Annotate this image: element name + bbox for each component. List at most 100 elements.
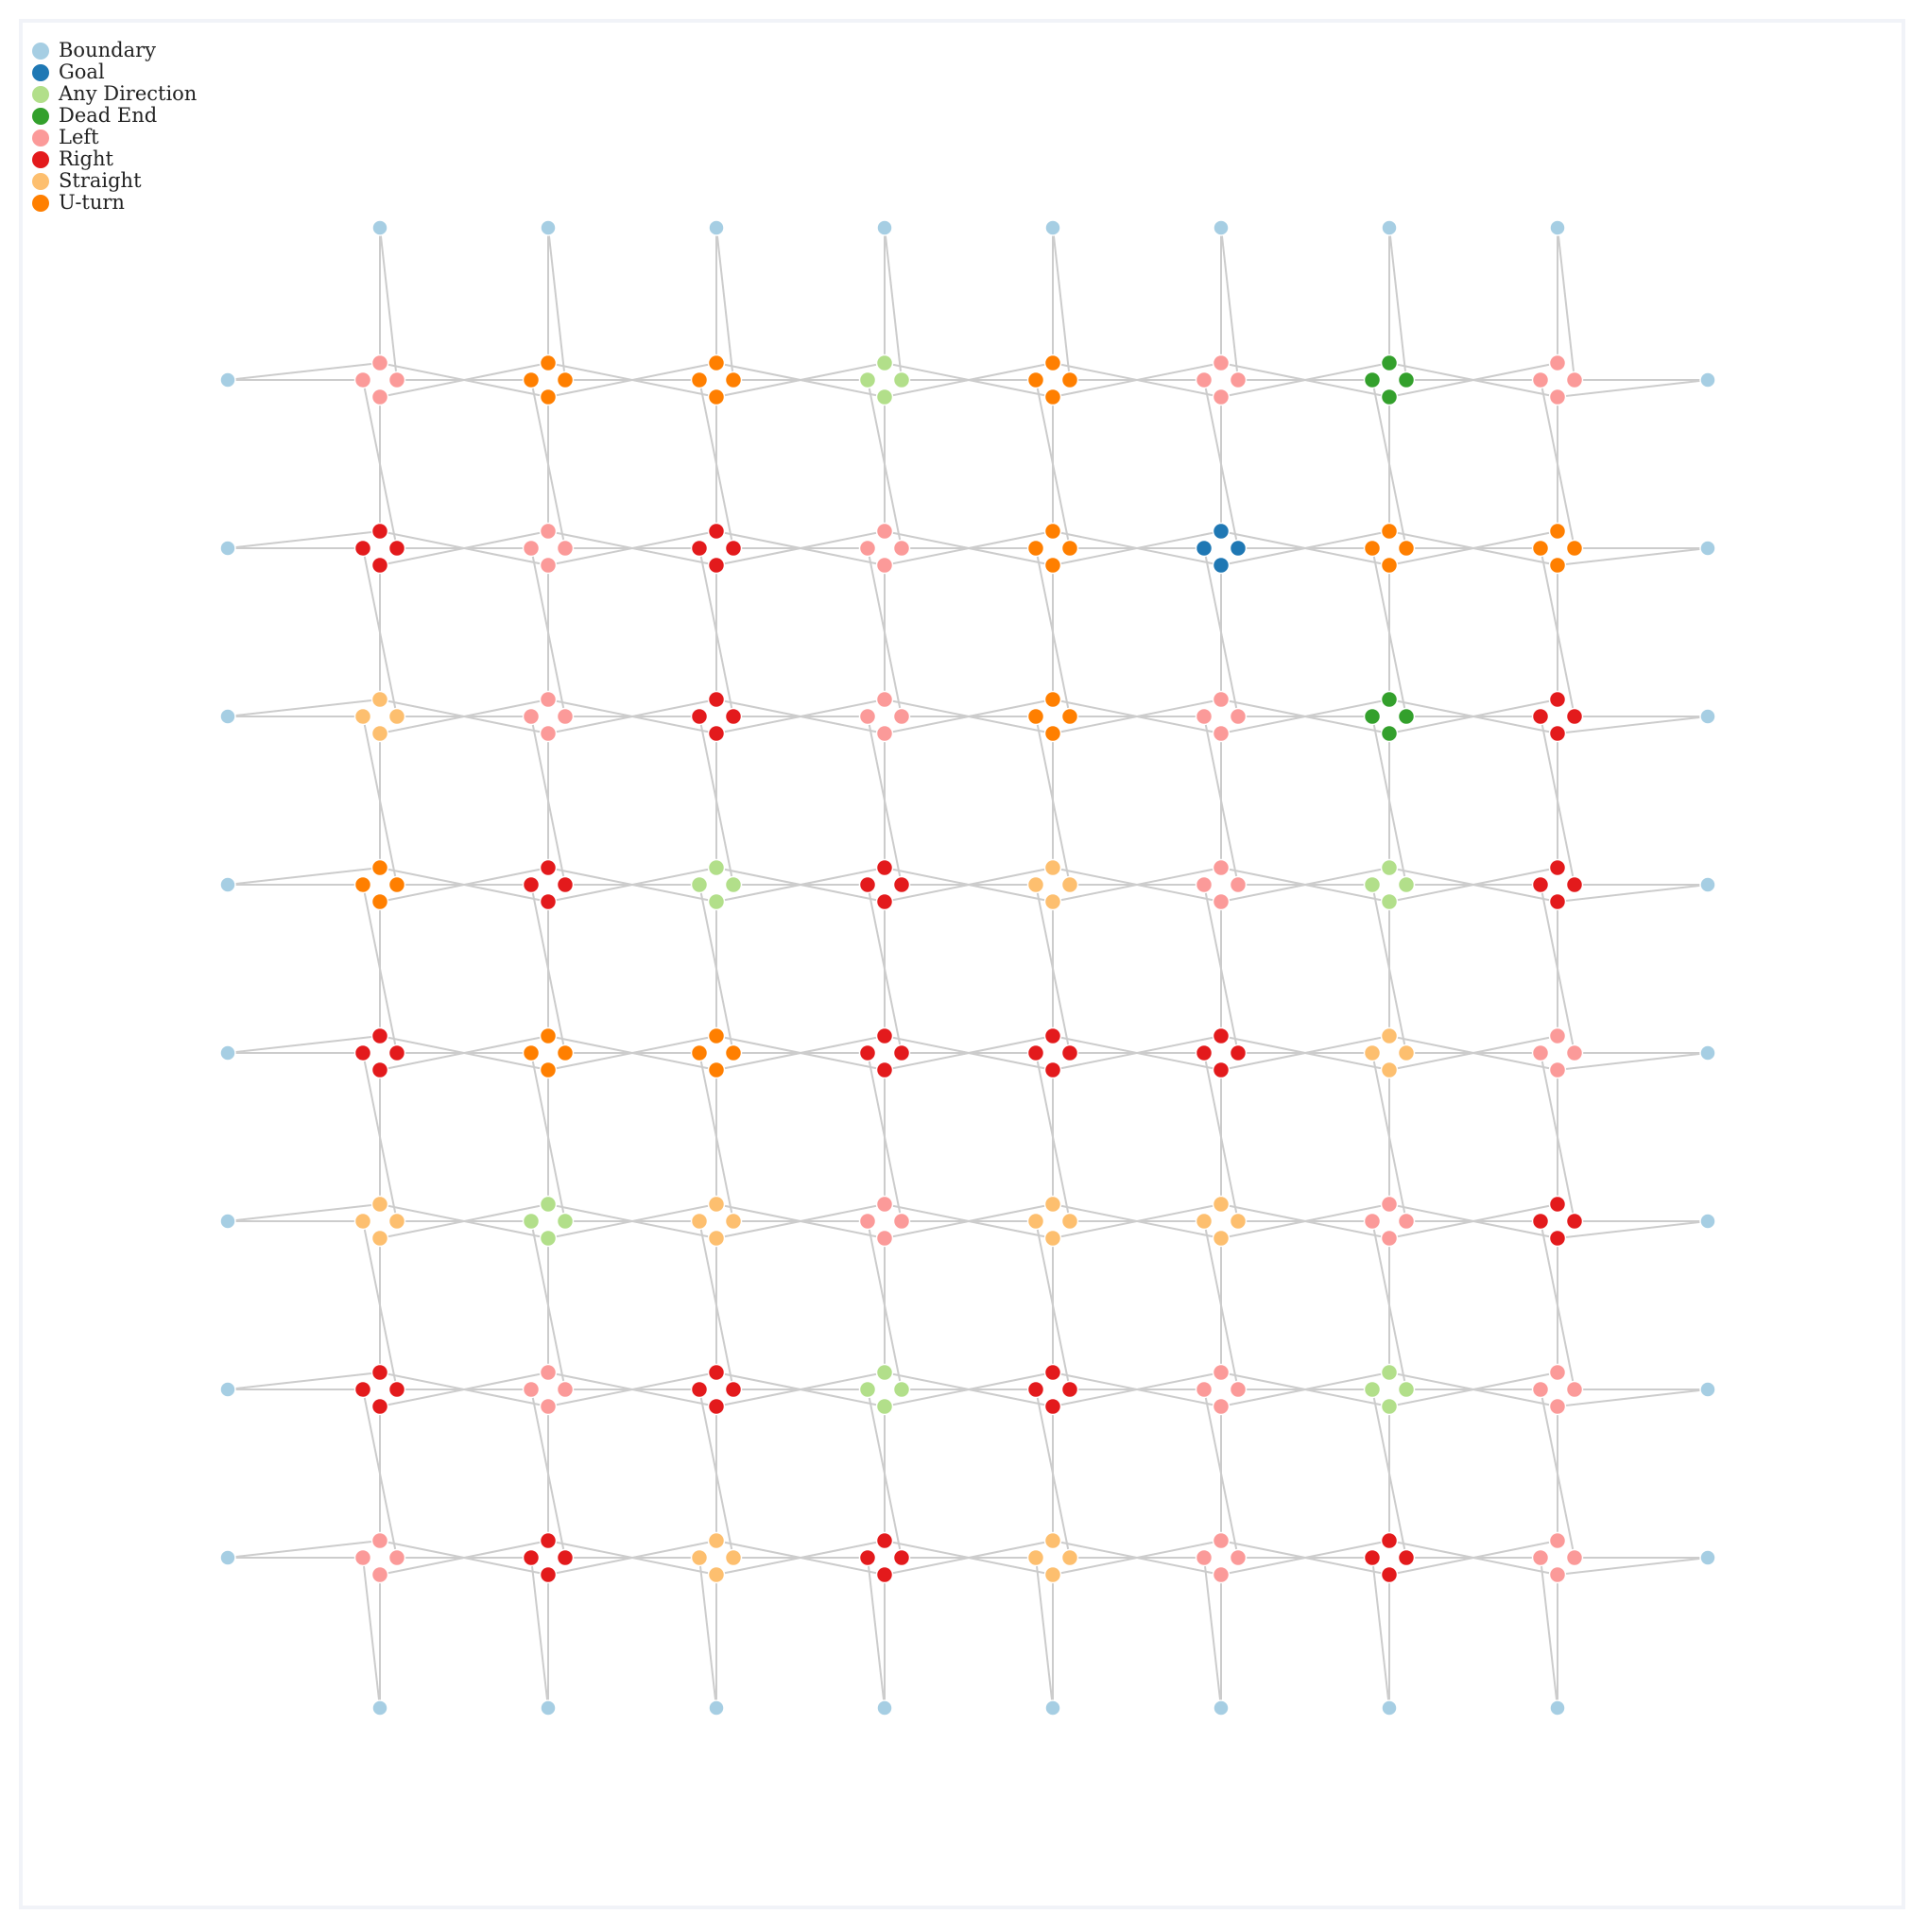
edge-horizontal-cross [379, 1203, 549, 1239]
state-node-uturn [1060, 371, 1079, 389]
edge-horizontal-cross [715, 530, 886, 566]
state-node-right [1548, 858, 1567, 877]
state-node-right [556, 1548, 575, 1567]
state-node-right [892, 1548, 911, 1567]
edge-horizontal-cross [547, 1371, 717, 1407]
state-node-any [1397, 875, 1416, 894]
edge-horizontal-cross [1052, 1371, 1222, 1407]
edge-horizontal-cross [379, 699, 549, 734]
state-node-right [858, 1548, 877, 1567]
state-node-straight [690, 1212, 709, 1231]
state-node-right [1043, 1397, 1062, 1416]
state-node-left [1565, 1044, 1584, 1062]
state-node-straight [1026, 875, 1045, 894]
edge-vertical-cross [867, 1389, 903, 1559]
edge-horizontal-cross [1052, 362, 1222, 398]
boundary-node [371, 219, 388, 236]
boundary-node [1699, 876, 1716, 893]
state-node-goal [1195, 539, 1214, 558]
state-node-uturn [556, 1044, 575, 1062]
state-node-right [707, 1397, 726, 1416]
state-node-right [1397, 1548, 1416, 1567]
state-node-right [370, 1061, 389, 1079]
state-node-straight [353, 707, 372, 726]
state-node-left [1212, 1531, 1231, 1550]
edge-horizontal-cross [1220, 530, 1390, 566]
legend-swatch-goal [32, 63, 49, 81]
edge-horizontal-cross [1388, 1035, 1558, 1071]
edges-layer [227, 227, 1709, 1709]
state-node-straight [724, 1548, 743, 1567]
state-node-any [1380, 892, 1399, 911]
state-node-any [1363, 1380, 1382, 1399]
state-node-uturn [1397, 539, 1416, 558]
state-node-straight [1043, 1195, 1062, 1214]
state-node-right [724, 707, 743, 726]
state-node-left [892, 539, 911, 558]
state-node-straight [370, 690, 389, 709]
edge-boundary [698, 1557, 717, 1709]
boundary-node [1381, 219, 1398, 236]
state-node-left [1548, 388, 1567, 406]
boundary-node [540, 219, 557, 236]
boundary-node [1381, 1699, 1398, 1716]
boundary-node [219, 876, 236, 893]
state-node-right [707, 724, 726, 743]
state-node-left [387, 1548, 406, 1567]
state-node-right [1565, 707, 1584, 726]
state-node-left [1195, 371, 1214, 389]
boundary-node [1213, 219, 1230, 236]
edge-boundary [227, 1035, 381, 1054]
state-node-uturn [707, 388, 726, 406]
state-node-right [556, 875, 575, 894]
edge-boundary [227, 1540, 381, 1559]
state-node-right [1212, 1061, 1231, 1079]
state-node-straight [1397, 1044, 1416, 1062]
edge-horizontal-cross [1220, 362, 1390, 398]
edge-vertical-cross [1203, 1220, 1239, 1390]
state-node-left [1229, 875, 1248, 894]
state-node-left [1531, 371, 1550, 389]
state-node-any [522, 1212, 541, 1231]
boundary-node [1044, 219, 1061, 236]
state-node-straight [1060, 1548, 1079, 1567]
state-node-straight [1043, 1229, 1062, 1248]
state-node-deadend [1380, 354, 1399, 372]
state-node-right [690, 707, 709, 726]
edge-horizontal-cross [1052, 1540, 1222, 1576]
boundary-node [219, 1381, 236, 1398]
edge-vertical-cross [1371, 884, 1407, 1054]
legend-label-any: Any Direction [59, 82, 198, 105]
state-node-right [875, 1061, 894, 1079]
edge-vertical-cross [1371, 1389, 1407, 1559]
edge-boundary [867, 1557, 886, 1709]
state-node-right [387, 539, 406, 558]
state-node-straight [707, 1195, 726, 1214]
state-node-straight [1380, 1061, 1399, 1079]
state-node-right [1565, 875, 1584, 894]
edge-boundary [1557, 547, 1709, 566]
state-node-uturn [387, 875, 406, 894]
state-node-left [1548, 1026, 1567, 1045]
edge-horizontal-cross [715, 1540, 886, 1576]
state-node-left [875, 556, 894, 575]
edge-vertical-cross [698, 1220, 734, 1390]
state-node-left [370, 388, 389, 406]
boundary-node [1044, 1699, 1061, 1716]
state-node-left [1565, 1380, 1584, 1399]
edge-vertical-cross [1035, 716, 1071, 886]
state-node-right [1380, 1565, 1399, 1584]
legend-label-left: Left [59, 126, 99, 148]
edge-boundary [1371, 1557, 1390, 1709]
state-node-right [690, 1380, 709, 1399]
state-node-any [1380, 858, 1399, 877]
state-node-left [1397, 1212, 1416, 1231]
legend-label-boundary: Boundary [59, 39, 156, 61]
edge-horizontal-cross [1388, 1540, 1558, 1576]
edge-horizontal-cross [884, 530, 1054, 566]
edge-vertical-cross [530, 547, 566, 717]
state-node-left [1548, 1397, 1567, 1416]
edge-horizontal-cross [379, 1035, 549, 1071]
edge-vertical-cross [698, 716, 734, 886]
state-node-straight [353, 1212, 372, 1231]
